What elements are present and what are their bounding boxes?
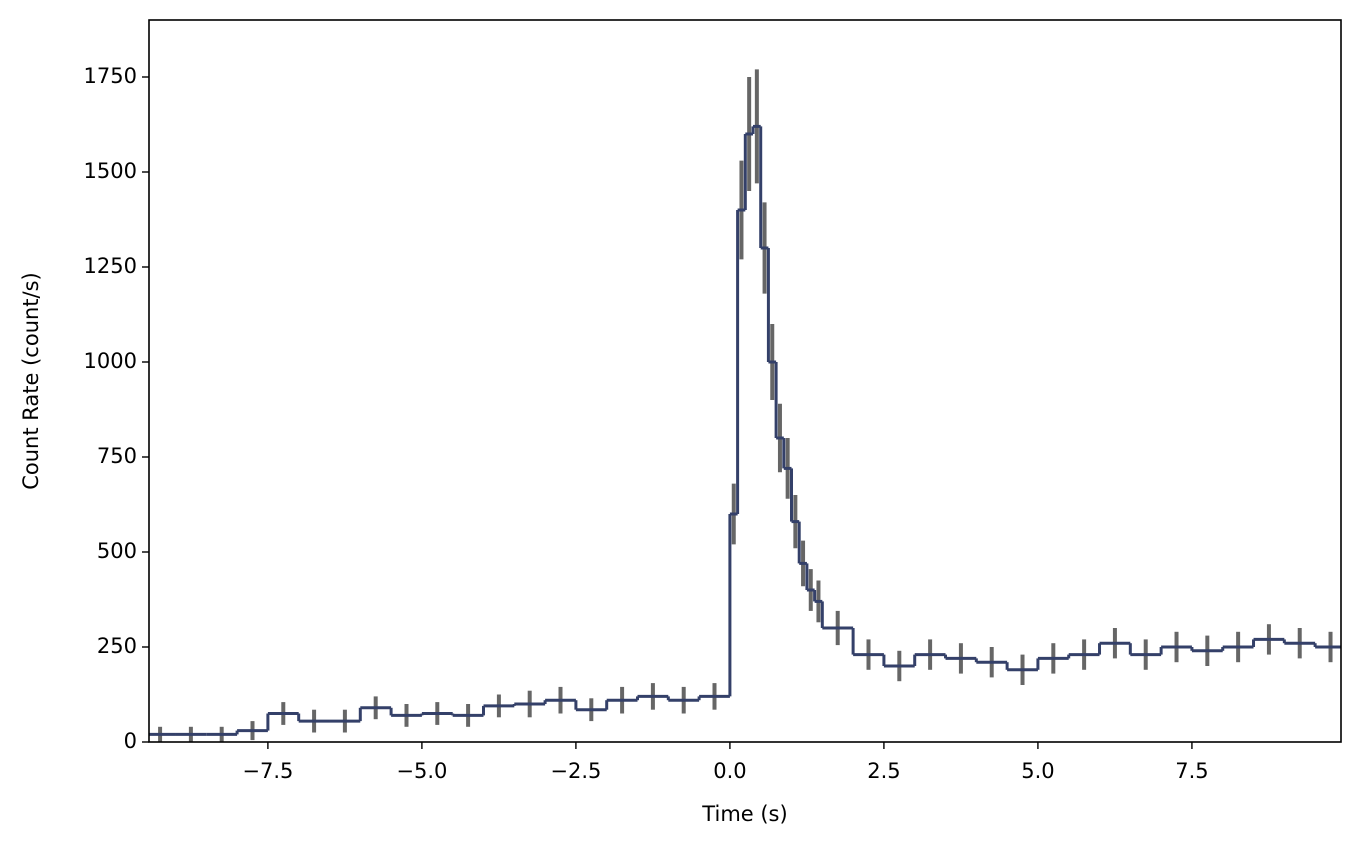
y-tick-label: 1250: [84, 254, 137, 278]
x-tick-label: 5.0: [1021, 759, 1054, 783]
y-tick-label: 1000: [84, 349, 137, 373]
x-axis-label: Time (s): [701, 802, 787, 826]
y-tick-label: 250: [97, 634, 137, 658]
x-tick-label: 7.5: [1175, 759, 1208, 783]
y-tick-label: 1500: [84, 159, 137, 183]
y-tick-label: 750: [97, 444, 137, 468]
x-tick-label: 2.5: [867, 759, 900, 783]
y-tick-label: 500: [97, 539, 137, 563]
x-tick-label: −7.5: [242, 759, 293, 783]
y-tick-label: 0: [124, 729, 137, 753]
x-tick-label: −2.5: [550, 759, 601, 783]
y-tick-label: 1750: [84, 64, 137, 88]
x-tick-label: −5.0: [396, 759, 447, 783]
plot-area: [149, 69, 1341, 742]
axes-frame: [148, 19, 1342, 743]
y-axis-label: Count Rate (count/s): [19, 272, 43, 490]
x-tick-label: 0.0: [713, 759, 746, 783]
